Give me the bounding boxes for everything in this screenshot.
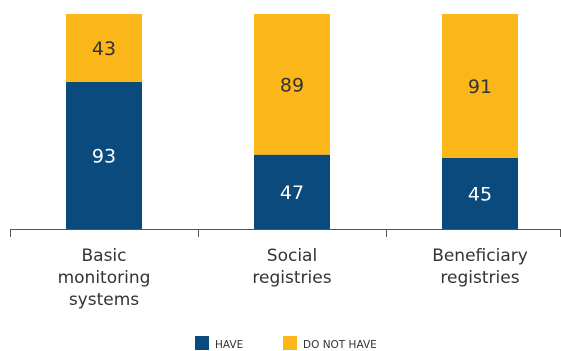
x-axis — [10, 229, 561, 237]
data-label-have-1: 47 — [280, 182, 304, 204]
bars-layer: 93 43 47 89 45 91 — [66, 14, 518, 230]
category-label-1-line-1: registries — [252, 268, 331, 288]
legend-swatch-have — [195, 336, 209, 350]
data-label-do-not-have-0: 43 — [92, 38, 116, 60]
category-label-0-line-2: systems — [69, 290, 139, 310]
category-label-2-line-0: Beneficiary — [432, 246, 528, 266]
category-labels: BasicmonitoringsystemsSocialregistriesBe… — [58, 246, 528, 310]
category-label-1-line-0: Social — [267, 246, 317, 266]
category-label-0-line-0: Basic — [81, 246, 126, 266]
legend-swatch-do-not-have — [283, 336, 297, 350]
bar-do-not-have-0 — [66, 14, 142, 82]
bar-have-0 — [66, 81, 142, 230]
legend-label-have: HAVE — [215, 339, 243, 351]
category-label-0-line-1: monitoring — [58, 268, 151, 288]
legend-label-do-not-have: DO NOT HAVE — [303, 339, 377, 351]
data-label-have-0: 93 — [92, 145, 116, 167]
bar-do-not-have-1 — [254, 14, 330, 155]
bar-have-1 — [254, 154, 330, 229]
legend: HAVE DO NOT HAVE — [195, 336, 377, 351]
data-label-do-not-have-2: 91 — [468, 76, 492, 98]
bar-have-2 — [442, 157, 518, 229]
bar-do-not-have-2 — [442, 14, 518, 158]
data-label-do-not-have-1: 89 — [280, 74, 304, 96]
data-label-have-2: 45 — [468, 183, 492, 205]
category-label-2-line-1: registries — [440, 268, 519, 288]
